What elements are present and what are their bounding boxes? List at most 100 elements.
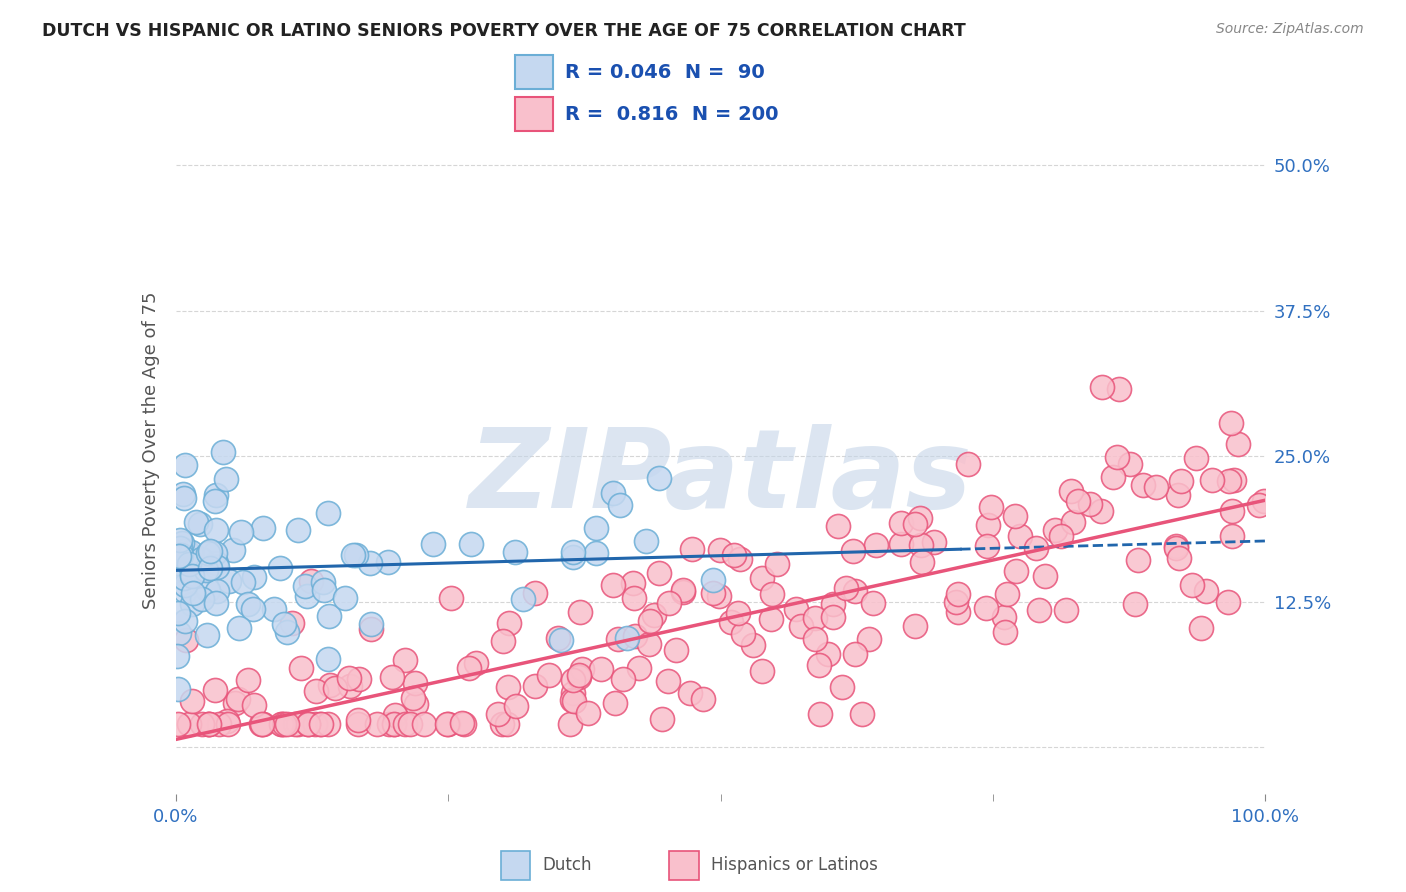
Point	[318, 608, 340, 623]
Point	[174, 632, 197, 647]
Point	[250, 717, 273, 731]
Point	[980, 500, 1002, 515]
Point	[1170, 474, 1192, 488]
Bar	[516, 97, 553, 131]
Point	[1008, 528, 1031, 542]
Point	[761, 587, 783, 601]
Point	[1119, 457, 1142, 471]
Point	[803, 611, 825, 625]
Point	[284, 717, 307, 731]
Point	[316, 506, 339, 520]
Point	[360, 616, 382, 631]
Point	[1216, 595, 1239, 609]
Point	[167, 625, 190, 640]
Point	[505, 545, 527, 559]
Point	[228, 621, 250, 635]
Point	[287, 717, 309, 731]
Point	[1005, 564, 1028, 578]
Point	[243, 698, 266, 712]
Point	[360, 622, 382, 636]
Point	[1043, 524, 1066, 538]
Point	[335, 591, 357, 605]
Point	[671, 585, 693, 599]
Point	[612, 672, 634, 686]
Point	[1226, 437, 1249, 451]
Point	[993, 610, 1015, 624]
Point	[215, 472, 238, 486]
Point	[309, 717, 332, 731]
Point	[491, 633, 513, 648]
Point	[568, 667, 591, 681]
Point	[1132, 477, 1154, 491]
Point	[692, 692, 714, 706]
Point	[226, 691, 249, 706]
Point	[890, 516, 912, 531]
Point	[384, 708, 406, 723]
Point	[359, 556, 381, 570]
Point	[204, 683, 226, 698]
Point	[177, 717, 200, 731]
Point	[742, 638, 765, 652]
Point	[304, 717, 326, 731]
Point	[585, 546, 607, 560]
Point	[908, 511, 931, 525]
Text: ZIPatlas: ZIPatlas	[468, 425, 973, 532]
Point	[181, 586, 204, 600]
Point	[665, 642, 688, 657]
Point	[181, 694, 204, 708]
Point	[190, 517, 212, 532]
Point	[177, 557, 200, 571]
Point	[790, 618, 813, 632]
Point	[634, 534, 657, 549]
Point	[568, 670, 591, 684]
Point	[299, 574, 322, 589]
Point	[440, 591, 463, 605]
Point	[1060, 483, 1083, 498]
Point	[957, 457, 980, 471]
Point	[173, 614, 195, 628]
Point	[524, 585, 547, 599]
Point	[236, 673, 259, 687]
Point	[316, 717, 339, 731]
Point	[623, 591, 645, 605]
Point	[571, 661, 593, 675]
Point	[215, 714, 238, 729]
Point	[995, 587, 1018, 601]
Point	[679, 686, 702, 700]
Point	[1105, 450, 1128, 464]
Point	[1108, 382, 1130, 396]
Point	[197, 717, 219, 731]
Point	[910, 538, 932, 552]
Point	[347, 717, 370, 731]
Point	[1101, 470, 1123, 484]
Point	[205, 524, 228, 538]
Point	[602, 577, 624, 591]
Point	[1164, 541, 1187, 556]
Point	[945, 595, 967, 609]
Point	[347, 672, 370, 686]
Point	[174, 458, 197, 472]
Point	[844, 647, 866, 661]
Point	[198, 717, 221, 731]
Point	[890, 536, 912, 550]
Point	[904, 516, 927, 531]
Point	[1222, 473, 1244, 487]
Point	[323, 681, 346, 695]
Point	[399, 717, 422, 731]
Point	[1054, 603, 1077, 617]
Point	[720, 615, 742, 629]
Point	[785, 602, 807, 616]
Y-axis label: Seniors Poverty Over the Age of 75: Seniors Poverty Over the Age of 75	[142, 292, 160, 609]
Point	[827, 518, 849, 533]
Point	[166, 606, 188, 620]
Point	[1028, 603, 1050, 617]
Point	[242, 602, 264, 616]
Point	[605, 696, 627, 710]
Point	[658, 596, 681, 610]
Point	[184, 515, 207, 529]
Point	[651, 712, 673, 726]
Point	[270, 717, 292, 731]
Point	[562, 694, 585, 708]
Point	[547, 631, 569, 645]
Point	[394, 717, 416, 731]
